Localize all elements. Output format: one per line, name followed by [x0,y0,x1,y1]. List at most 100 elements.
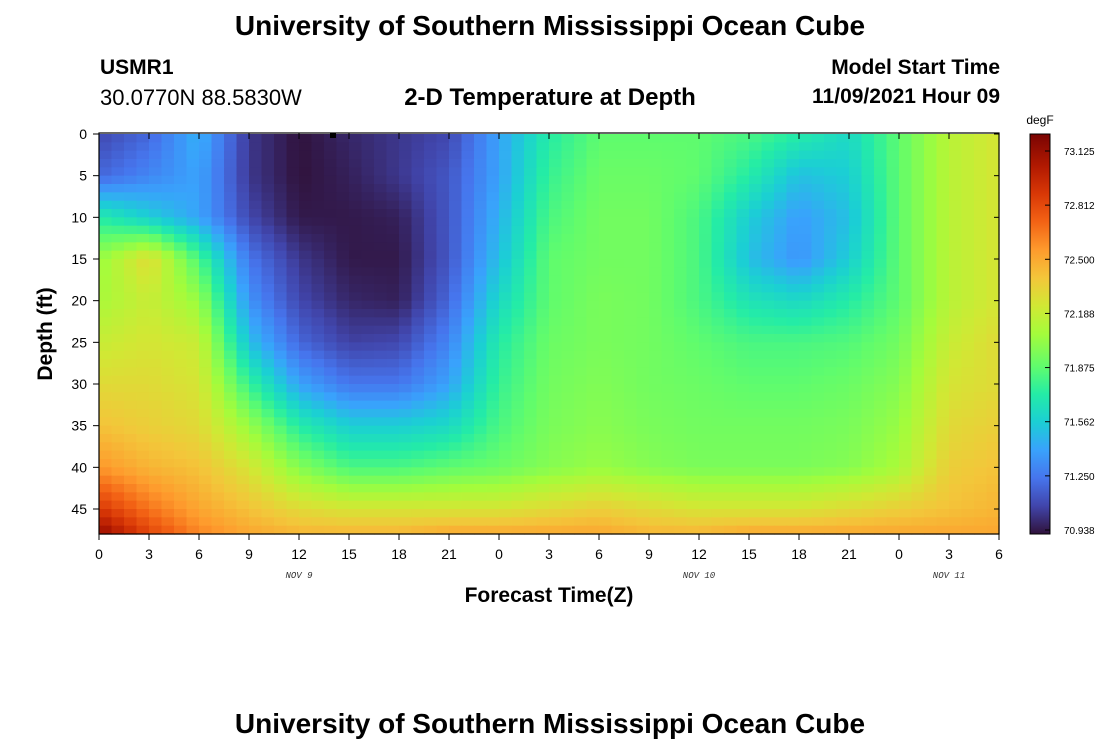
heatmap-cell [699,484,713,493]
heatmap-cell [574,300,588,310]
heatmap-cell [511,425,525,435]
heatmap-cell [324,284,338,293]
heatmap-cell [411,350,425,360]
heatmap-cell [299,525,313,535]
heatmap-cell [599,325,613,335]
heatmap-cell [911,317,925,327]
heatmap-cell [636,450,650,460]
heatmap-cell [249,192,263,202]
heatmap-cell [824,134,838,143]
heatmap-cell [949,275,963,285]
heatmap-cell [949,484,963,493]
heatmap-cell [199,184,213,193]
heatmap-cell [499,359,513,368]
heatmap-cell [361,350,375,360]
heatmap-cell [386,375,400,385]
heatmap-cell [199,467,213,477]
heatmap-cell [336,217,350,227]
heatmap-cell [124,350,138,360]
heatmap-cell [486,475,500,485]
heatmap-cell [936,334,950,343]
heatmap-cell [174,434,188,443]
heatmap-cell [399,367,413,377]
heatmap-cell [436,300,450,310]
heatmap-cell [699,234,713,243]
heatmap-cell [511,159,525,168]
heatmap-cell [399,325,413,335]
heatmap-cell [436,509,450,518]
heatmap-cell [574,509,588,518]
heatmap-cell [936,375,950,385]
heatmap-cell [161,384,175,393]
heatmap-cell [586,409,600,418]
heatmap-cell [611,250,625,260]
heatmap-cell [524,275,538,285]
heatmap-cell [574,417,588,427]
heatmap-cell [324,275,338,285]
heatmap-cell [461,417,475,427]
heatmap-cell [811,234,825,243]
heatmap-cell [349,159,363,168]
heatmap-cell [711,434,725,443]
heatmap-cell [599,525,613,535]
heatmap-cell [786,217,800,227]
heatmap-cell [111,375,125,385]
heatmap-cell [249,300,263,310]
heatmap-cell [124,500,138,510]
heatmap-cell [386,250,400,260]
heatmap-cell [449,442,463,452]
heatmap-cell [249,359,263,368]
heatmap-cell [161,175,175,185]
heatmap-cell [836,167,850,177]
heatmap-cell [211,192,225,202]
heatmap-cell [299,509,313,518]
heatmap-cell [386,334,400,343]
heatmap-cell [186,392,200,402]
heatmap-cell [724,184,738,193]
heatmap-cell [111,459,125,468]
heatmap-cell [249,500,263,510]
heatmap-cell [299,225,313,235]
heatmap-cell [486,259,500,268]
heatmap-cell [749,509,763,518]
heatmap-cell [374,225,388,235]
heatmap-cell [861,500,875,510]
heatmap-cell [611,350,625,360]
heatmap-cell [374,309,388,318]
heatmap-cell [361,334,375,343]
heatmap-cell [899,217,913,227]
heatmap-cell [899,434,913,443]
heatmap-cell [599,192,613,202]
heatmap-cell [736,209,750,218]
heatmap-cell [111,242,125,252]
heatmap-cell [436,200,450,210]
heatmap-cell [149,342,163,352]
heatmap-cell [561,300,575,310]
heatmap-cell [361,184,375,193]
heatmap-cell [324,167,338,177]
heatmap-cell [311,342,325,352]
heatmap-cell [911,442,925,452]
heatmap-cell [449,217,463,227]
heatmap-cell [936,259,950,268]
heatmap-cell [124,392,138,402]
heatmap-cell [561,209,575,218]
heatmap-cell [299,184,313,193]
heatmap-cell [649,284,663,293]
heatmap-cell [861,342,875,352]
heatmap-cell [649,450,663,460]
heatmap-cell [261,317,275,327]
heatmap-cell [549,525,563,535]
heatmap-cell [524,342,538,352]
heatmap-cell [474,300,488,310]
heatmap-cell [699,417,713,427]
x-tick-label: 6 [595,546,603,562]
heatmap-cell [724,317,738,327]
heatmap-cell [799,159,813,168]
heatmap-cell [961,450,975,460]
heatmap-cell [699,425,713,435]
heatmap-cell [611,259,625,268]
heatmap-cell [599,442,613,452]
heatmap-cell [961,442,975,452]
heatmap-cell [299,442,313,452]
